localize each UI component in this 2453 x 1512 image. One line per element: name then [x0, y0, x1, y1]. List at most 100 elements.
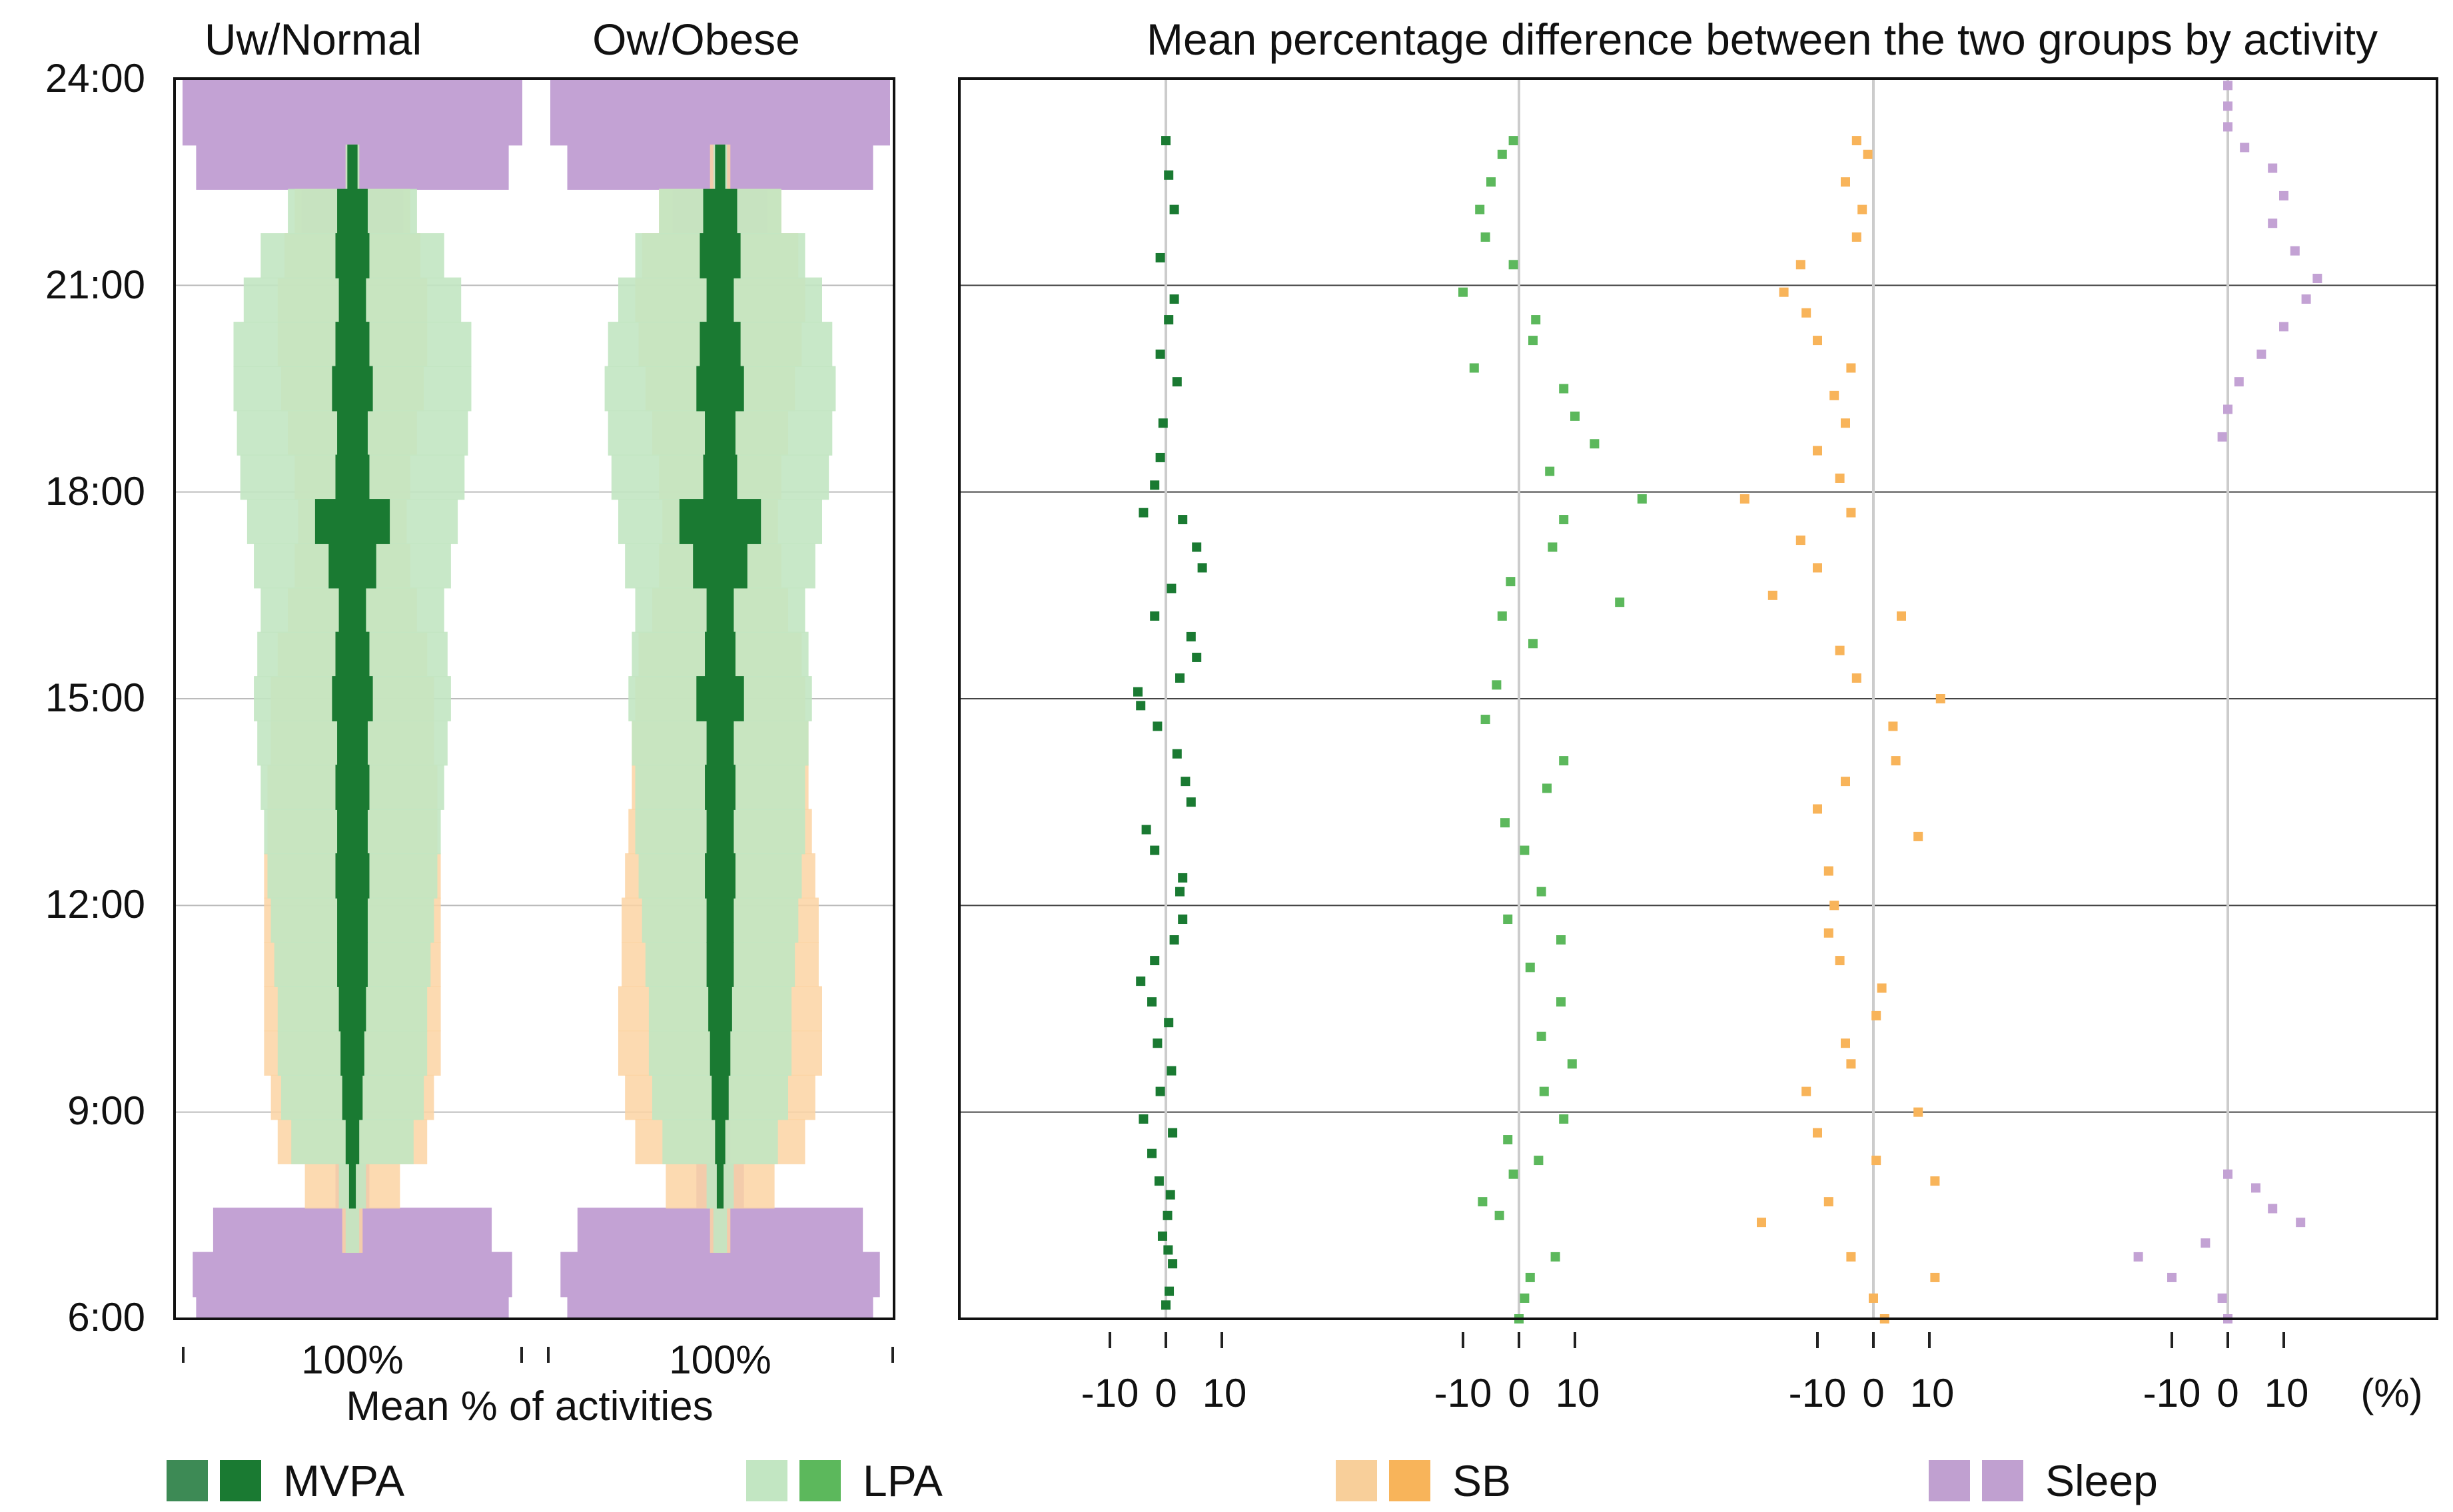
diff-point-lpa	[1536, 887, 1546, 897]
diff-point-mvpa	[1163, 1210, 1173, 1220]
diff-point-mvpa	[1175, 673, 1185, 683]
diff-point-lpa	[1508, 260, 1518, 270]
legend-swatch-dark	[220, 1460, 261, 1501]
x-tick-label-pos: 10	[2264, 1371, 2309, 1415]
diff-point-mvpa	[1163, 1245, 1173, 1255]
diff-point-sb	[1835, 645, 1845, 655]
diff-point-lpa	[1486, 177, 1496, 187]
diff-point-lpa	[1458, 287, 1468, 297]
diff-point-lpa	[1637, 494, 1647, 504]
diff-point-lpa	[1506, 577, 1516, 587]
diff-point-lpa	[1536, 1031, 1546, 1041]
profile-bar-sleep	[193, 1252, 512, 1298]
profile-bar-mvpa	[335, 454, 370, 500]
profile-bar-mvpa	[706, 587, 734, 633]
diff-point-sb	[1846, 363, 1856, 373]
profile-bar-mvpa	[340, 1030, 364, 1076]
difference-points	[1133, 81, 2322, 1323]
profile-bar-mvpa	[696, 366, 744, 412]
diff-point-sb	[1871, 1156, 1881, 1166]
profile-bar-mvpa	[700, 322, 741, 367]
profile-bar-sleep	[560, 1252, 880, 1298]
profile-bar-sleep	[567, 1296, 873, 1319]
diff-point-sb	[1851, 136, 1861, 146]
diff-point-sb	[1801, 1086, 1811, 1096]
diff-point-sleep	[2312, 273, 2322, 283]
diff-point-mvpa	[1169, 294, 1179, 304]
diff-point-mvpa	[1155, 1086, 1165, 1096]
profile-bar-mvpa	[708, 986, 732, 1032]
diff-point-sb	[1829, 390, 1839, 400]
legend-swatch-dark	[1389, 1460, 1430, 1501]
left-x-axis-label: Mean % of activities	[346, 1383, 713, 1429]
diff-point-mvpa	[1186, 631, 1196, 641]
title-ow-obese: Ow/Obese	[592, 15, 800, 64]
profile-bar-mvpa	[335, 853, 370, 899]
diff-point-lpa	[1520, 1293, 1530, 1303]
diff-point-sb	[1888, 721, 1898, 731]
diff-point-sb	[1757, 1218, 1766, 1228]
diff-point-lpa	[1478, 1197, 1488, 1207]
diff-point-sb	[1813, 336, 1822, 346]
diff-point-sleep	[2268, 218, 2278, 228]
diff-point-sb	[1851, 232, 1861, 242]
legend-swatch-light	[1336, 1460, 1377, 1501]
diff-point-mvpa	[1158, 418, 1168, 428]
profile-bar-mvpa	[706, 720, 734, 766]
legend-label-sleep: Sleep	[2045, 1456, 2158, 1505]
x-tick-label-zero: 0	[1862, 1371, 1884, 1415]
diff-point-sleep	[2279, 190, 2288, 200]
diff-point-lpa	[1525, 1272, 1535, 1282]
legend-swatch-light	[1929, 1460, 1970, 1501]
legend: MVPA LPA SB Sleep	[167, 1456, 2158, 1505]
diff-point-lpa	[1503, 1135, 1513, 1145]
profile-bar-mvpa	[338, 587, 366, 633]
profile-bar-mvpa	[332, 366, 373, 412]
x-tick-label-pos: 10	[1203, 1371, 1247, 1415]
diff-point-sleep	[2217, 432, 2227, 442]
diff-point-sleep	[2268, 163, 2278, 173]
diff-point-sb	[1891, 756, 1901, 766]
profile-bar-mvpa	[337, 189, 368, 234]
diff-point-sb	[1913, 1107, 1923, 1117]
legend-swatch-dark	[1982, 1460, 2023, 1501]
diff-point-sleep	[2234, 377, 2244, 387]
profile-bar-mvpa	[693, 543, 747, 589]
profile-bar-mvpa	[342, 1074, 363, 1120]
left-panel-frame	[173, 77, 895, 1320]
diff-point-sb	[1871, 1010, 1881, 1020]
profile-bar-mvpa	[337, 897, 368, 943]
diff-point-lpa	[1534, 1156, 1544, 1166]
diff-point-mvpa	[1139, 1114, 1149, 1124]
diff-point-sleep	[2223, 122, 2232, 132]
diff-point-mvpa	[1153, 721, 1163, 731]
profile-bar-mvpa	[332, 676, 373, 721]
diff-point-sb	[1846, 1059, 1856, 1069]
diff-point-sleep	[2223, 404, 2232, 414]
profile-bar-mvpa	[337, 942, 368, 987]
diff-point-lpa	[1508, 1169, 1518, 1179]
diff-point-lpa	[1567, 1059, 1577, 1069]
diff-point-sb	[1813, 563, 1822, 573]
diff-point-sleep	[2133, 1252, 2143, 1262]
profile-bar-mvpa	[703, 454, 737, 500]
profile-bar-sleep	[183, 79, 522, 101]
y-tick-label: 24:00	[45, 56, 145, 101]
diff-point-sleep	[2279, 322, 2288, 332]
legend-label-mvpa: MVPA	[283, 1456, 404, 1505]
diff-point-mvpa	[1147, 1148, 1157, 1158]
diff-point-sb	[1841, 1038, 1850, 1048]
diff-point-sleep	[2301, 294, 2311, 304]
diff-point-sb	[1823, 1197, 1833, 1207]
diff-point-sleep	[2268, 1204, 2278, 1214]
x-tick-label-zero: 0	[2216, 1371, 2238, 1415]
diff-point-mvpa	[1150, 845, 1160, 855]
legend-label-sb: SB	[1452, 1456, 1511, 1505]
diff-point-sb	[1863, 149, 1873, 159]
diff-point-sleep	[2296, 1218, 2306, 1228]
profile-bar-mvpa	[705, 853, 736, 899]
profile-bar-mvpa	[314, 499, 390, 544]
x-tick-label-pos: 10	[1556, 1371, 1600, 1415]
diff-point-lpa	[1497, 611, 1507, 621]
